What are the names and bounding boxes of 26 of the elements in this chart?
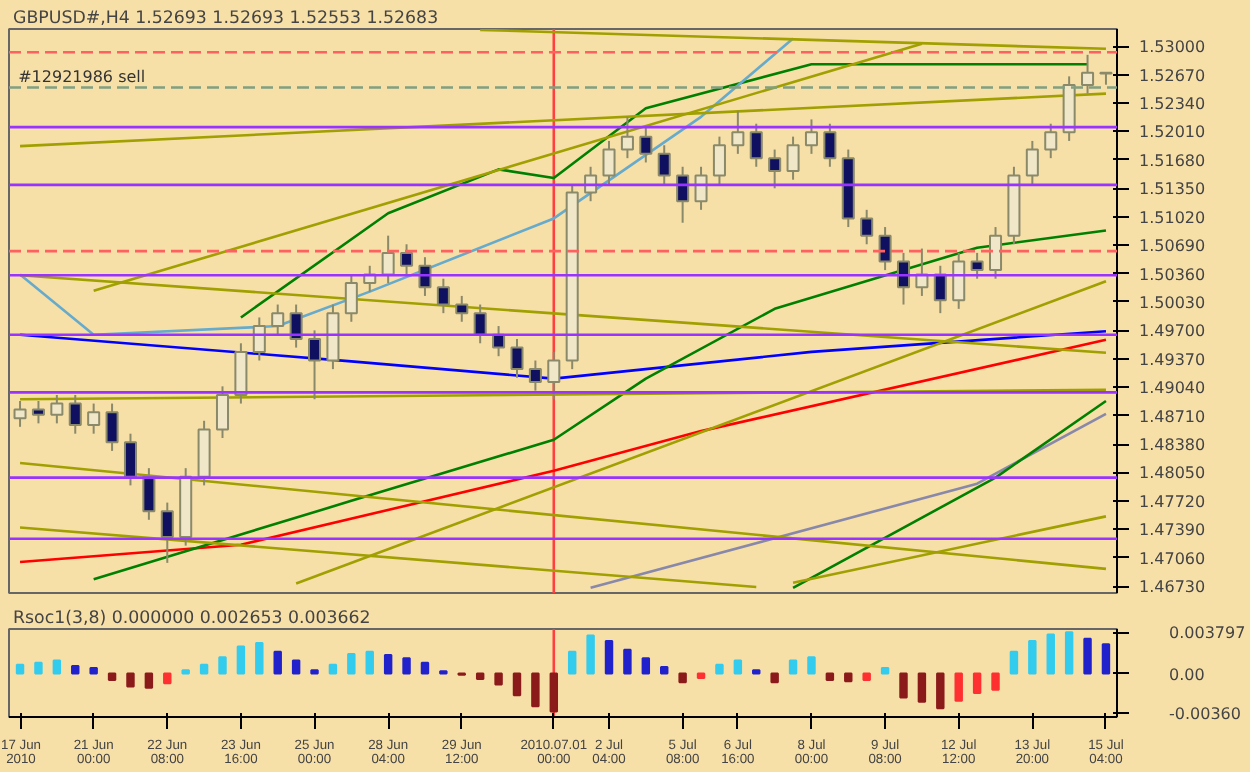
y-tick-label: 1.52670: [1139, 66, 1206, 85]
y-tick-label: 1.48710: [1139, 407, 1206, 426]
y-tick-label: 1.53000: [1139, 38, 1206, 57]
y-tick-label: 1.50030: [1139, 293, 1206, 312]
chart-title: Rsoc1(3,8) 0.000000 0.002653 0.003662: [13, 609, 371, 629]
y-tick-label: 1.50690: [1139, 237, 1206, 256]
y-tick-label: 1.46730: [1139, 578, 1206, 597]
y-tick-label: -0.00360: [1169, 704, 1241, 723]
y-tick-label: 1.51680: [1139, 151, 1206, 170]
y-tick-label: 1.47720: [1139, 492, 1206, 511]
chart-title: GBPUSD#,H4 1.52693 1.52693 1.52553 1.52683: [13, 9, 439, 29]
y-tick-label: 1.49370: [1139, 350, 1206, 369]
y-tick-label: 1.48050: [1139, 464, 1206, 483]
y-tick-label: 1.51020: [1139, 208, 1206, 227]
y-tick-label: 1.49700: [1139, 322, 1206, 341]
y-tick-label: 1.50360: [1139, 265, 1206, 284]
y-tick-label: 1.49040: [1139, 379, 1206, 398]
y-tick-label: 0.003797: [1169, 624, 1246, 643]
y-tick-label: 1.52010: [1139, 123, 1206, 142]
ref-line-label: #12921986 sell: [18, 67, 146, 86]
y-tick-label: 1.48380: [1139, 436, 1206, 455]
y-tick-label: 1.47390: [1139, 521, 1206, 540]
y-tick-label: 0.00: [1169, 665, 1205, 684]
y-tick-label: 1.47060: [1139, 549, 1206, 568]
y-tick-label: 1.51350: [1139, 180, 1206, 199]
y-tick-label: 1.52340: [1139, 95, 1206, 114]
